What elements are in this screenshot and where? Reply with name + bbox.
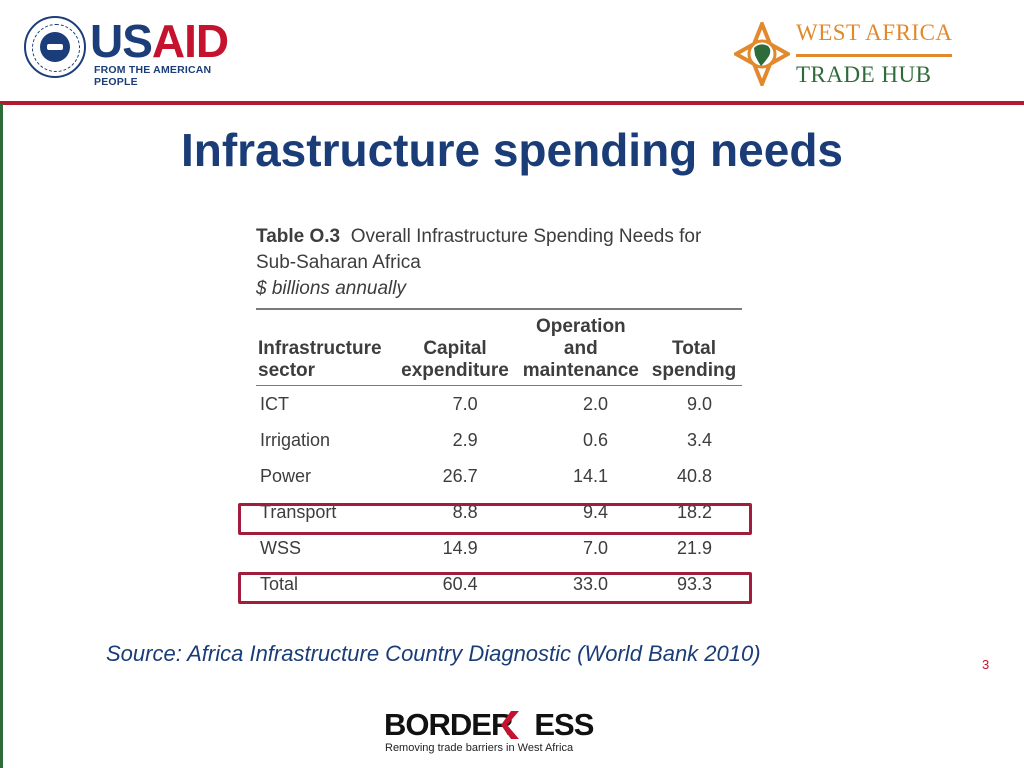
cell-om: 2.0 [582,393,608,414]
cell-total: 40.8 [676,465,712,486]
usaid-wordmark: USAID [90,15,229,67]
cell-capital: 7.0 [452,393,478,414]
page-number: 3 [982,657,990,672]
borderless-tagline: Removing trade barriers in West Africa [385,742,574,754]
table-label: Table O.3 [256,226,341,247]
wath-divider [796,54,952,57]
header-divider [0,101,1024,105]
table-row: ICT 7.0 2.0 9.0 [256,386,742,423]
table-caption-text: Overall Infrastructure Spending Needs fo… [350,226,702,247]
highlight-total-row [238,572,752,604]
wath-title-line2: TRADE HUB [796,62,932,87]
header-sector: Infrastructure sector [256,309,395,386]
wath-title-line1: WEST AFRICA [796,20,953,45]
cell-om: 7.0 [582,537,608,558]
table-row: WSS 14.9 7.0 21.9 [256,530,742,566]
africa-compass-icon [734,22,790,86]
left-border [0,104,3,768]
header-capital: Capital expenditure [394,309,516,386]
west-africa-trade-hub-logo: WEST AFRICA TRADE HUB [734,18,964,94]
cell-sector: ICT [260,393,289,414]
borderless-wordmark-left: BORDER [384,707,513,742]
source-citation: Source: Africa Infrastructure Country Di… [106,641,761,666]
cell-capital: 14.9 [442,537,478,558]
borderless-wordmark: BORDER ESS [384,707,594,742]
usaid-logo: USAID FROM THE AMERICAN PEOPLE [24,14,244,88]
cell-om: 33.0 [572,573,608,594]
spending-table: Infrastructure sector Capital expenditure … [256,308,742,602]
cell-sector: WSS [260,537,302,558]
table-caption-line2: Sub-Saharan Africa [256,252,421,273]
usaid-wordmark-aid: AID [151,15,229,67]
cell-sector: Irrigation [260,429,331,450]
cell-total: 21.9 [676,537,712,558]
cell-om: 9.4 [582,501,608,522]
cell-capital: 26.7 [442,465,478,486]
cell-total: 93.3 [676,573,712,594]
cell-om: 0.6 [582,429,608,450]
cell-capital: 60.4 [442,573,478,594]
cell-capital: 2.9 [452,429,478,450]
cell-total: 3.4 [686,429,712,450]
header-om: Operation and maintenance [515,309,646,386]
spending-table-figure: Table O.3 Overall Infrastructure Spendin… [256,224,756,594]
cell-om: 14.1 [572,465,608,486]
table-header-row: Infrastructure sector Capital expenditure … [256,309,742,386]
borderless-wordmark-right: ESS [534,707,594,742]
table-row: Total 60.4 33.0 93.3 [256,566,742,602]
header-total: Total spending [646,309,742,386]
highlight-transport-row [238,503,752,535]
usaid-wordmark-us: US [90,15,153,67]
usaid-tagline: FROM THE AMERICAN PEOPLE [94,64,212,88]
cell-total: 18.2 [676,501,712,522]
cell-sector: Power [260,465,312,486]
slide-title: Infrastructure spending needs [180,124,843,176]
table-row: Transport 8.8 9.4 18.2 [256,494,742,530]
cell-sector: Total [260,573,299,594]
chevron-left-icon [501,711,519,739]
table-units: $ billions annually [256,278,406,299]
cell-capital: 8.8 [452,501,478,522]
cell-total: 9.0 [686,393,712,414]
table-row: Power 26.7 14.1 40.8 [256,458,742,494]
borderless-logo: BORDER ESS Removing trade barriers in Wes… [384,708,624,758]
table-caption: Table O.3 Overall Infrastructure Spendin… [256,224,756,302]
cell-sector: Transport [260,501,337,522]
usaid-seal-icon [24,16,86,78]
table-row: Irrigation 2.9 0.6 3.4 [256,422,742,458]
